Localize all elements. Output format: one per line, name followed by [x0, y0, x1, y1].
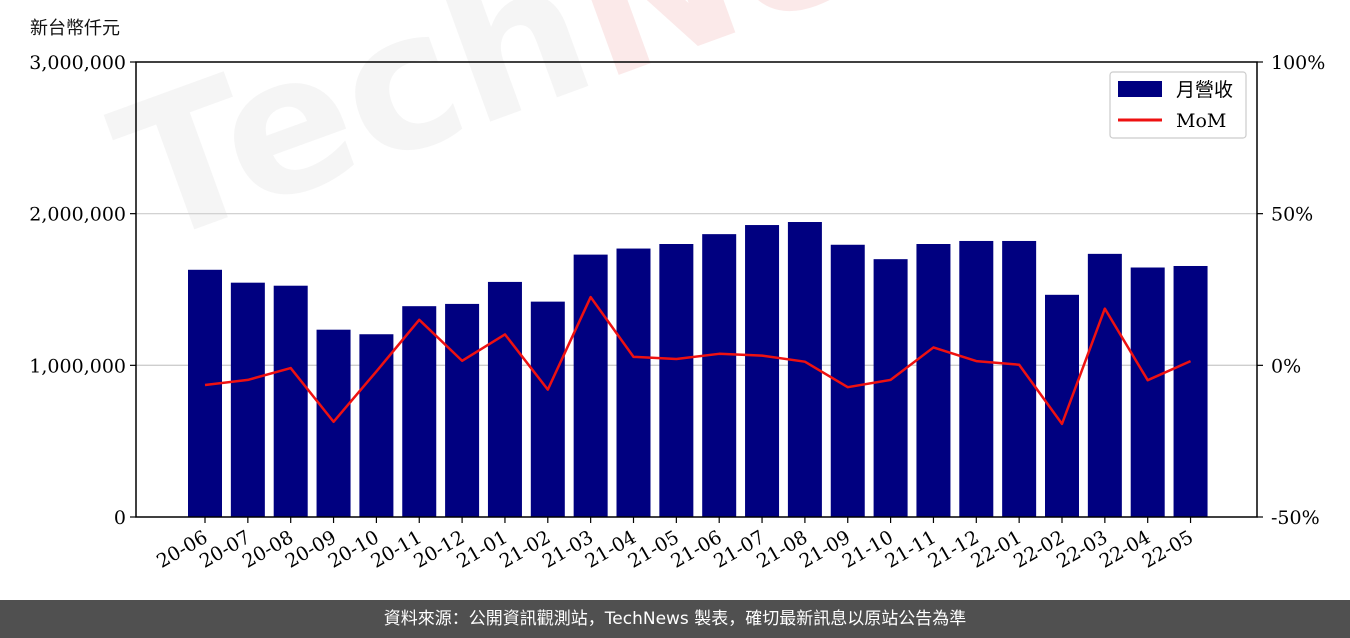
- y-axis-unit-label: 新台幣仟元: [30, 18, 120, 39]
- legend-label-revenue: 月營收: [1176, 79, 1233, 101]
- revenue-bar: [1045, 294, 1079, 517]
- legend-label-mom: MoM: [1176, 110, 1226, 132]
- revenue-bar: [1087, 253, 1122, 517]
- mom-line: [204, 295, 1192, 426]
- revenue-bar: [1002, 240, 1037, 517]
- x-tick-label: 22-05: [1139, 526, 1197, 572]
- revenue-bar: [230, 282, 265, 517]
- y-right-tick-label: 100%: [1271, 52, 1325, 74]
- y-right-tick-label: 50%: [1271, 204, 1313, 226]
- revenue-bar: [702, 234, 737, 517]
- revenue-bar: [316, 329, 351, 517]
- revenue-bar: [445, 303, 480, 517]
- revenue-bar: [916, 244, 951, 517]
- y-right-tick-label: 0%: [1271, 355, 1301, 377]
- revenue-bar: [873, 259, 908, 517]
- revenue-bar: [616, 248, 651, 518]
- revenue-chart: 0 1,000,000 2,000,000 3,000,000 -50% 0% 50% 100…: [29, 52, 1325, 573]
- revenue-bar: [573, 254, 608, 517]
- y-left-tick-label: 2,000,000: [29, 204, 126, 226]
- revenue-bar: [745, 225, 780, 517]
- revenue-bar: [1173, 265, 1208, 517]
- revenue-bar: [1130, 267, 1165, 517]
- revenue-bar: [487, 281, 522, 517]
- revenue-bar: [188, 269, 222, 517]
- revenue-bar: [530, 301, 565, 517]
- y-left-tick-label: 1,000,000: [29, 355, 126, 377]
- y-left-tick-label: 0: [114, 507, 126, 529]
- revenue-bar: [273, 285, 308, 517]
- revenue-bar: [959, 240, 994, 517]
- legend-swatch-bar: [1118, 81, 1162, 97]
- y-left-tick-label: 3,000,000: [29, 52, 126, 74]
- y-right-tick-label: -50%: [1271, 507, 1320, 529]
- plot-frame: [135, 61, 1258, 518]
- revenue-bar: [359, 334, 394, 517]
- revenue-bar: [402, 306, 437, 517]
- source-footer: 資料來源：公開資訊觀測站，TechNews 製表，確切最新訊息以原站公告為準: [0, 600, 1350, 638]
- revenue-bar: [659, 244, 694, 517]
